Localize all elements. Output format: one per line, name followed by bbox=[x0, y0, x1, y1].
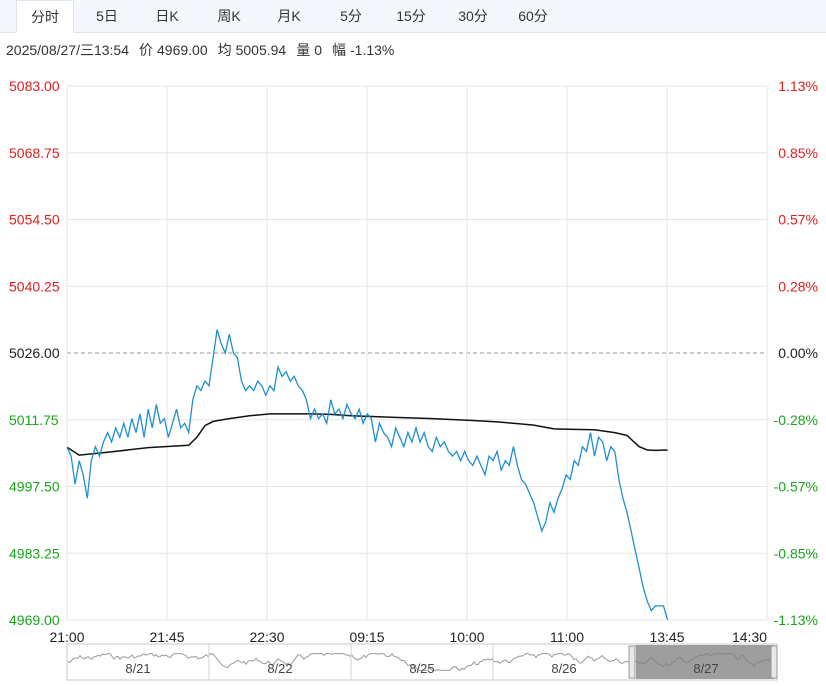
tab-monthly-k[interactable]: 月K bbox=[277, 8, 301, 24]
tab-30min[interactable]: 30分 bbox=[458, 8, 488, 24]
navigator-selection bbox=[636, 645, 774, 679]
y-tick-label-left: 5054.50 bbox=[9, 212, 60, 228]
y-tick-label-left: 4969.00 bbox=[9, 612, 60, 628]
tab-5min[interactable]: 5分 bbox=[340, 8, 362, 24]
y-tick-label-left: 5026.00 bbox=[9, 345, 60, 361]
average-price-line bbox=[66, 413, 668, 456]
navigator-left-handle bbox=[628, 645, 636, 679]
x-tick-label: 22:30 bbox=[249, 629, 284, 645]
y-tick-label-right: -1.13% bbox=[774, 612, 818, 628]
price-value: 4969.00 bbox=[157, 42, 208, 58]
navigator-date-label: 8/26 bbox=[551, 661, 576, 676]
x-tick-label: 21:00 bbox=[49, 629, 84, 645]
tab-weekly-k[interactable]: 周K bbox=[217, 8, 241, 24]
y-tick-label-right: -0.28% bbox=[774, 412, 818, 428]
y-tick-label-right: 0.28% bbox=[778, 278, 818, 294]
tab-5day[interactable]: 5日 bbox=[96, 8, 118, 24]
navigator-right-handle bbox=[770, 645, 778, 679]
y-tick-label-left: 5083.00 bbox=[9, 78, 60, 94]
y-tick-label-right: -0.57% bbox=[774, 479, 818, 495]
tab-15min[interactable]: 15分 bbox=[396, 8, 426, 24]
y-tick-label-left: 5011.75 bbox=[9, 412, 59, 428]
y-tick-label-right: 0.85% bbox=[778, 145, 818, 161]
y-tick-label-right: 0.00% bbox=[778, 345, 818, 361]
avg-label: 均 bbox=[217, 42, 232, 58]
tab-intraday[interactable]: 分时 bbox=[16, 0, 74, 33]
x-tick-label: 21:45 bbox=[149, 629, 184, 645]
x-tick-label: 13:45 bbox=[649, 629, 684, 645]
x-axis: 21:00 21:45 22:30 09:15 10:00 11:00 13:45 14:30 bbox=[49, 629, 767, 645]
chart-period-tabs: 分时 5日 日K 周K 月K 5分 15分 30分 60分 bbox=[0, 0, 826, 33]
y-tick-label-right: 1.13% bbox=[778, 78, 818, 94]
y-tick-label-right: 0.57% bbox=[778, 212, 818, 228]
navigator-date-label: 8/21 bbox=[125, 661, 150, 676]
avg-value: 5005.94 bbox=[235, 42, 287, 58]
y-tick-label-left: 4997.50 bbox=[9, 479, 60, 495]
x-tick-label: 11:00 bbox=[550, 629, 584, 645]
quote-info-bar: 2025/08/27/三13:54 价 4969.00 均 5005.94 量 0 幅 -1.1… bbox=[6, 40, 404, 60]
volume-value: 0 bbox=[314, 42, 323, 58]
volume-label: 量 bbox=[296, 42, 311, 58]
tab-daily-k[interactable]: 日K bbox=[155, 8, 179, 24]
navigator-date-label: 8/22 bbox=[267, 661, 292, 676]
navigator-date-label: 8/25 bbox=[409, 661, 434, 676]
x-tick-label: 10:00 bbox=[449, 629, 484, 645]
change-label: 幅 bbox=[332, 42, 347, 58]
navigator-date-label: 8/27 bbox=[693, 661, 718, 676]
y-tick-label-left: 5068.75 bbox=[9, 145, 60, 161]
y-tick-label-left: 5040.25 bbox=[9, 278, 60, 294]
tab-60min[interactable]: 60分 bbox=[518, 8, 548, 24]
x-tick-label: 09:15 bbox=[349, 629, 384, 645]
price-label: 价 bbox=[139, 42, 153, 58]
y-tick-label-left: 4983.25 bbox=[9, 545, 60, 561]
change-value: -1.13% bbox=[350, 42, 395, 58]
chart-grid bbox=[66, 85, 768, 621]
y-axis-right: 1.13% 0.85% 0.57% 0.28% 0.00% -0.28% -0.57% -0.… bbox=[774, 78, 818, 628]
quote-datetime: 2025/08/27/三13:54 bbox=[6, 42, 129, 58]
y-axis-left: 5083.00 5068.75 5054.50 5040.25 5026.00 5011.… bbox=[9, 78, 60, 628]
price-line bbox=[66, 329, 669, 621]
y-tick-label-right: -0.85% bbox=[774, 545, 818, 561]
x-tick-label: 14:30 bbox=[732, 629, 767, 645]
time-navigator[interactable]: 8/21 8/22 8/25 8/26 8/27 bbox=[66, 643, 778, 681]
